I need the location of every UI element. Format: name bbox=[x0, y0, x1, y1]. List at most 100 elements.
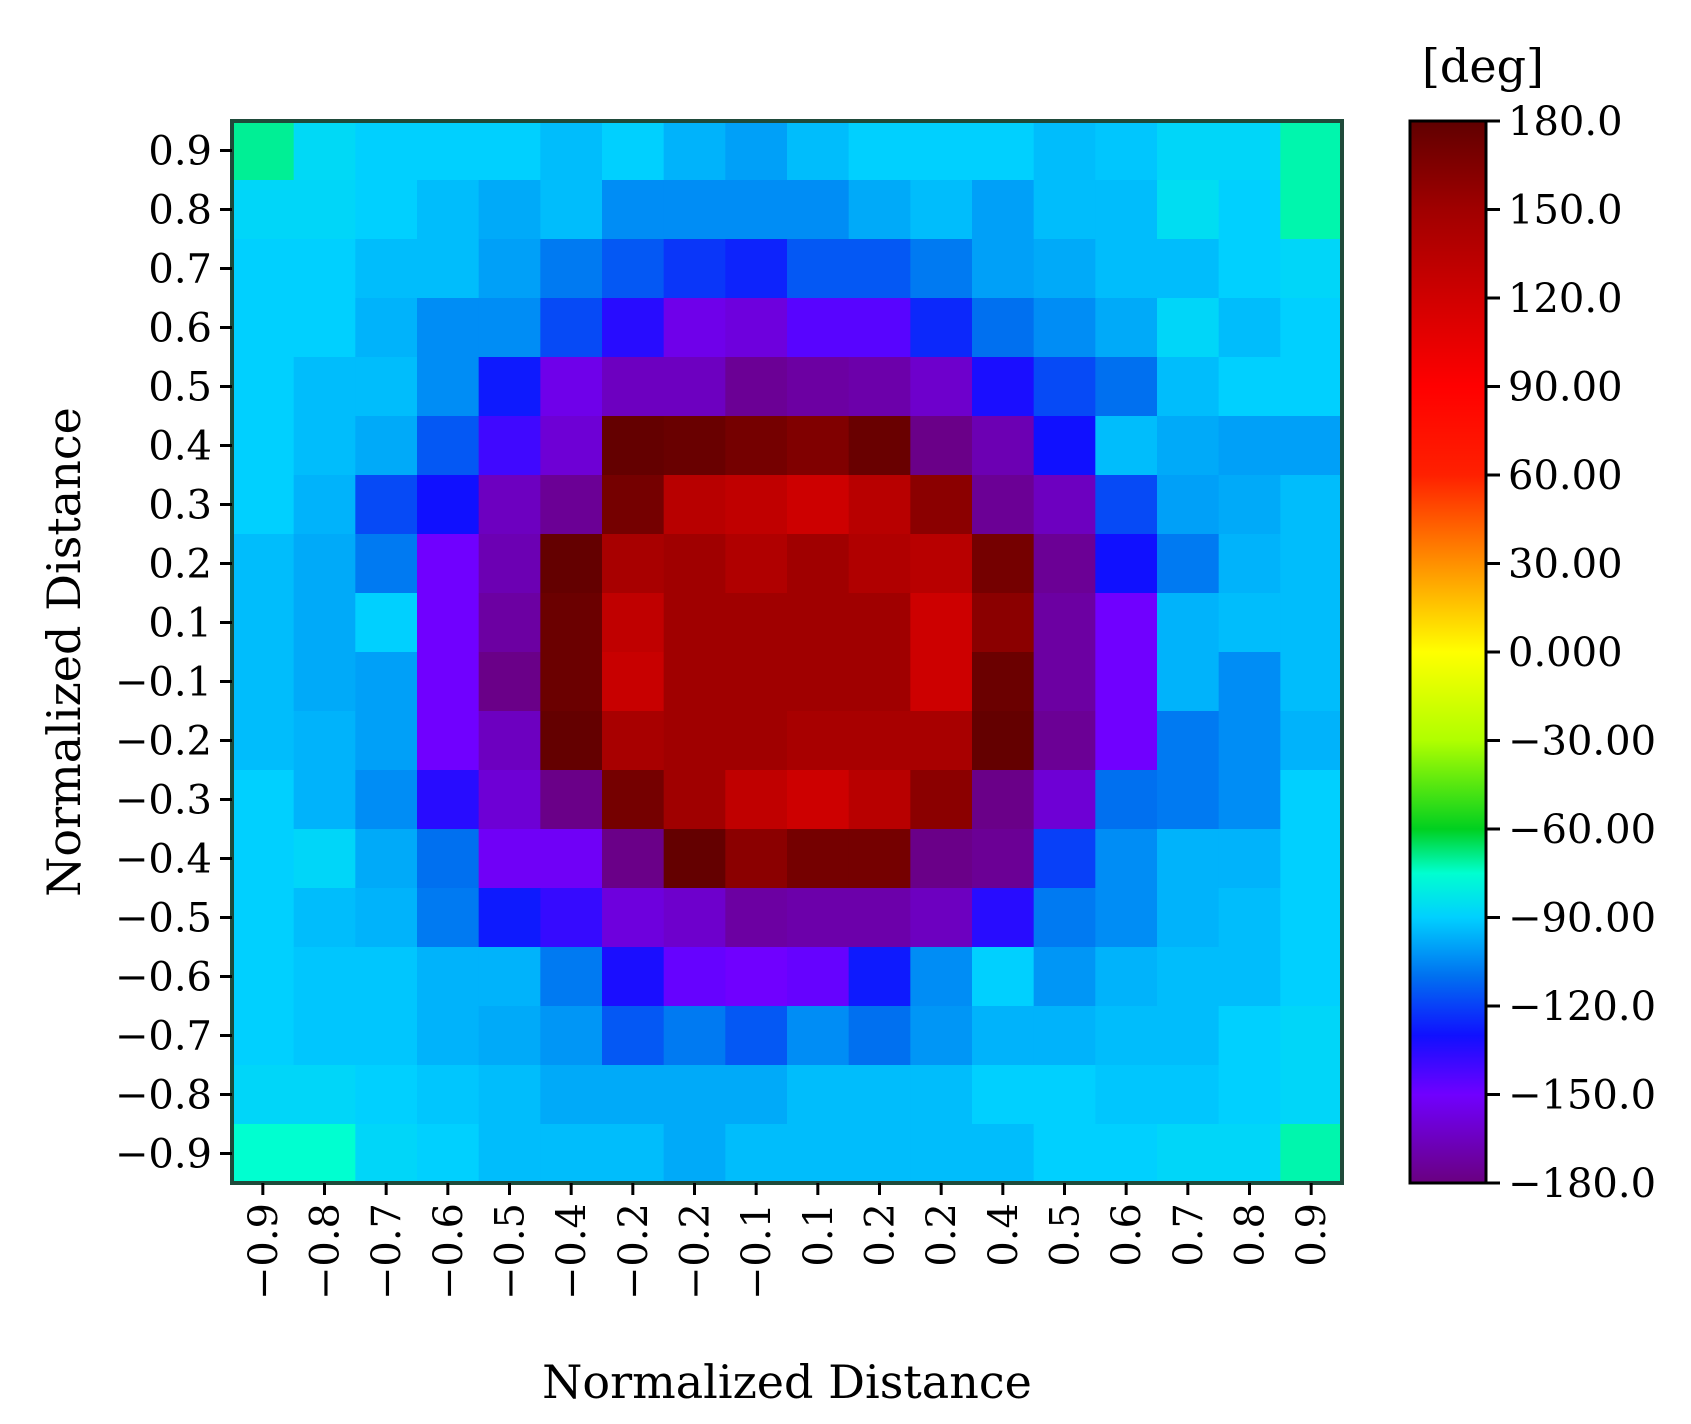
heatmap-cell bbox=[355, 475, 418, 535]
heatmap-cell bbox=[1280, 1006, 1343, 1066]
x-tick-label: −0.2 bbox=[611, 1203, 657, 1300]
y-tick-label: 0.1 bbox=[148, 601, 212, 647]
heatmap-cell bbox=[663, 593, 726, 653]
heatmap-cell bbox=[910, 239, 973, 299]
heatmap-cell bbox=[602, 298, 665, 358]
heatmap-cell bbox=[663, 534, 726, 594]
heatmap-cell bbox=[1095, 475, 1158, 535]
heatmap-cell bbox=[1095, 1065, 1158, 1125]
heatmap-cell bbox=[478, 593, 541, 653]
heatmap-cell bbox=[1280, 770, 1343, 830]
heatmap-cell bbox=[540, 534, 603, 594]
heatmap-cell bbox=[787, 888, 850, 948]
heatmap-cell bbox=[725, 1124, 788, 1184]
heatmap-cell bbox=[1033, 416, 1096, 476]
heatmap-cell bbox=[787, 357, 850, 417]
heatmap-cell bbox=[910, 298, 973, 358]
heatmap-cell bbox=[232, 416, 295, 476]
heatmap-cell bbox=[355, 711, 418, 771]
heatmap-cell bbox=[602, 534, 665, 594]
heatmap-cell bbox=[787, 593, 850, 653]
heatmap-cell bbox=[1218, 1124, 1281, 1184]
heatmap-cell bbox=[663, 298, 726, 358]
heatmap-cell bbox=[972, 475, 1035, 535]
heatmap-cell bbox=[540, 180, 603, 240]
heatmap-cell bbox=[663, 475, 726, 535]
x-axis-ticks: −0.9 −0.8 −0.7 −0.6 −0.5 −0.4 −0.2 −0.2 −0.1 0.1 0… bbox=[241, 1183, 1335, 1300]
heatmap-cell bbox=[972, 593, 1035, 653]
colorbar-tick-label: 60.00 bbox=[1508, 453, 1623, 499]
heatmap-cell bbox=[1218, 947, 1281, 1007]
heatmap-cell bbox=[602, 357, 665, 417]
heatmap-cell bbox=[232, 298, 295, 358]
heatmap-cell bbox=[417, 180, 480, 240]
heatmap-cell bbox=[232, 1006, 295, 1066]
heatmap-cell bbox=[232, 1124, 295, 1184]
heatmap-cell bbox=[1033, 180, 1096, 240]
heatmap-cell bbox=[910, 1006, 973, 1066]
heatmap-cell bbox=[1157, 180, 1220, 240]
heatmap-cell bbox=[972, 770, 1035, 830]
heatmap-cell bbox=[848, 1124, 911, 1184]
heatmap-cell bbox=[478, 475, 541, 535]
heatmap-cell bbox=[1218, 711, 1281, 771]
heatmap-cell bbox=[540, 1065, 603, 1125]
heatmap-cell bbox=[725, 475, 788, 535]
heatmap-cell bbox=[540, 1006, 603, 1066]
colorbar-tick-label: −90.00 bbox=[1508, 896, 1656, 942]
x-tick-label: 0.5 bbox=[1043, 1203, 1089, 1267]
heatmap-cell bbox=[972, 829, 1035, 889]
x-tick-label: −0.9 bbox=[241, 1203, 287, 1300]
heatmap-cell bbox=[787, 652, 850, 712]
colorbar-unit-label: [deg] bbox=[1422, 39, 1544, 93]
heatmap-cell bbox=[848, 298, 911, 358]
heatmap-cell bbox=[1218, 829, 1281, 889]
x-tick-label: 0.8 bbox=[1228, 1203, 1274, 1267]
heatmap-cell bbox=[232, 770, 295, 830]
heatmap-cell bbox=[355, 1065, 418, 1125]
heatmap-cell bbox=[1280, 1124, 1343, 1184]
y-tick-label: −0.6 bbox=[115, 955, 212, 1001]
heatmap-cell bbox=[293, 652, 356, 712]
heatmap-cell bbox=[232, 121, 295, 181]
heatmap-cell bbox=[478, 1124, 541, 1184]
heatmap-cell bbox=[540, 357, 603, 417]
heatmap-cell bbox=[1033, 534, 1096, 594]
heatmap-cell bbox=[478, 180, 541, 240]
heatmap-cell bbox=[1033, 593, 1096, 653]
y-axis-title: Normalized Distance bbox=[37, 407, 91, 897]
heatmap-cell bbox=[663, 652, 726, 712]
heatmap-cell bbox=[478, 298, 541, 358]
heatmap-cell bbox=[1157, 1006, 1220, 1066]
heatmap-cell bbox=[540, 593, 603, 653]
heatmap-cell bbox=[848, 357, 911, 417]
heatmap-cell bbox=[1218, 121, 1281, 181]
y-tick-label: −0.4 bbox=[115, 837, 212, 883]
heatmap-cell bbox=[1157, 652, 1220, 712]
heatmap-cell bbox=[355, 770, 418, 830]
heatmap-cell bbox=[293, 121, 356, 181]
heatmap-cell bbox=[848, 475, 911, 535]
heatmap-cell bbox=[1095, 947, 1158, 1007]
heatmap-cell bbox=[540, 1124, 603, 1184]
heatmap-cell bbox=[663, 829, 726, 889]
heatmap-cell bbox=[1157, 593, 1220, 653]
y-tick-label: 0.3 bbox=[148, 483, 212, 529]
heatmap-cell bbox=[1157, 121, 1220, 181]
heatmap-cell bbox=[540, 888, 603, 948]
heatmap-cell bbox=[602, 475, 665, 535]
x-tick-label: 0.4 bbox=[981, 1203, 1027, 1267]
heatmap-cell bbox=[787, 534, 850, 594]
heatmap-cell bbox=[663, 121, 726, 181]
heatmap-cell bbox=[1033, 1124, 1096, 1184]
heatmap-cell bbox=[417, 357, 480, 417]
heatmap-cell bbox=[602, 1006, 665, 1066]
heatmap-cell bbox=[910, 593, 973, 653]
heatmap-cell bbox=[293, 1124, 356, 1184]
heatmap-cell bbox=[848, 947, 911, 1007]
heatmap-cell bbox=[1095, 652, 1158, 712]
heatmap-cell bbox=[663, 357, 726, 417]
heatmap-cell bbox=[725, 888, 788, 948]
heatmap-cell bbox=[848, 1065, 911, 1125]
